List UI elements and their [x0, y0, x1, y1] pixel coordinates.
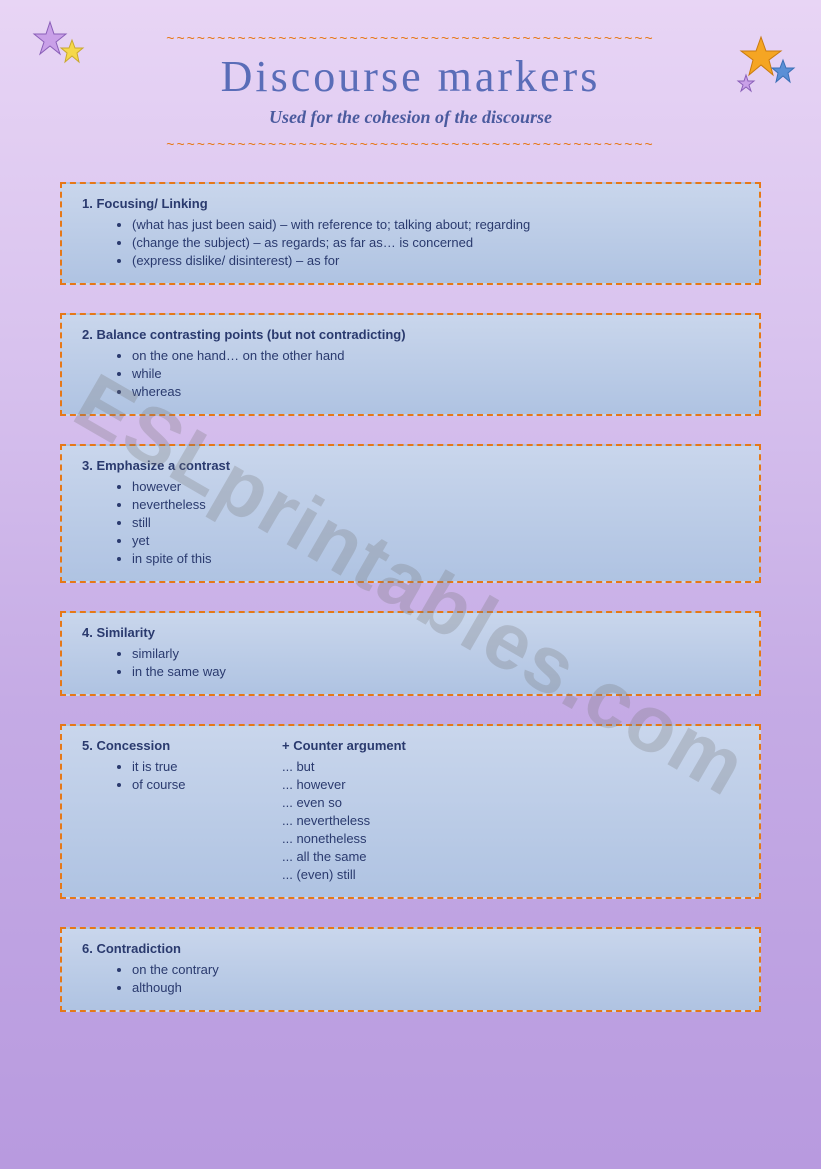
list-item: still: [132, 515, 739, 530]
list-item: (change the subject) – as regards; as fa…: [132, 235, 739, 250]
box-title: 4. Similarity: [82, 625, 739, 640]
content-box: 4. Similarity similarly in the same way: [60, 611, 761, 696]
content-box: 5. Concession it is true of course + Counte…: [60, 724, 761, 899]
list-item: (express dislike/ disinterest) – as for: [132, 253, 739, 268]
list-item: on the one hand… on the other hand: [132, 348, 739, 363]
item-list: similarly in the same way: [82, 646, 739, 679]
box-title: 5. Concession: [82, 738, 282, 753]
list-item: similarly: [132, 646, 739, 661]
item-list: however nevertheless still yet in spite of t…: [82, 479, 739, 566]
two-col-wrap: 5. Concession it is true of course + Counte…: [82, 738, 739, 885]
col-left: 5. Concession it is true of course: [82, 738, 282, 885]
list-item: ... nevertheless: [282, 813, 739, 828]
list-item: of course: [132, 777, 282, 792]
list-item: yet: [132, 533, 739, 548]
list-item: in the same way: [132, 664, 739, 679]
list-item: ... even so: [282, 795, 739, 810]
item-list: on the one hand… on the other hand while w…: [82, 348, 739, 399]
header: ~~~~~~~~~~~~~~~~~~~~~~~~~~~~~~~~~~~~~~~~…: [60, 30, 761, 152]
list-item: nevertheless: [132, 497, 739, 512]
box-title: 2. Balance contrasting points (but not c…: [82, 327, 739, 342]
list-item: ... all the same: [282, 849, 739, 864]
list-item: in spite of this: [132, 551, 739, 566]
list-item: ... (even) still: [282, 867, 739, 882]
list-item: (what has just been said) – with referen…: [132, 217, 739, 232]
col-right: + Counter argument... but... however... …: [282, 738, 739, 885]
content-box: 1. Focusing/ Linking (what has just been …: [60, 182, 761, 285]
content-box: 3. Emphasize a contrast however neverthele…: [60, 444, 761, 583]
list-item: whereas: [132, 384, 739, 399]
boxes-container: 1. Focusing/ Linking (what has just been …: [60, 182, 761, 1012]
list-item: on the contrary: [132, 962, 739, 977]
page-title: Discourse markers: [60, 51, 761, 102]
list-item: however: [132, 479, 739, 494]
box-title: 6. Contradiction: [82, 941, 739, 956]
list-item: although: [132, 980, 739, 995]
stars-right-icon: [731, 35, 801, 110]
list-item: ... nonetheless: [282, 831, 739, 846]
box-title: 3. Emphasize a contrast: [82, 458, 739, 473]
box-title: 1. Focusing/ Linking: [82, 196, 739, 211]
list-item: ... but: [282, 759, 739, 774]
content-box: 2. Balance contrasting points (but not c…: [60, 313, 761, 416]
content-box: 6. Contradiction on the contrary although: [60, 927, 761, 1012]
list-item: ... however: [282, 777, 739, 792]
wave-top: ~~~~~~~~~~~~~~~~~~~~~~~~~~~~~~~~~~~~~~~~…: [60, 30, 761, 46]
wave-bottom: ~~~~~~~~~~~~~~~~~~~~~~~~~~~~~~~~~~~~~~~~…: [60, 136, 761, 152]
stars-left-icon: [30, 20, 90, 85]
worksheet-page: ~~~~~~~~~~~~~~~~~~~~~~~~~~~~~~~~~~~~~~~~…: [0, 0, 821, 1070]
list-item: it is true: [132, 759, 282, 774]
item-list: on the contrary although: [82, 962, 739, 995]
col-title: + Counter argument: [282, 738, 739, 753]
item-list: (what has just been said) – with referen…: [82, 217, 739, 268]
page-subtitle: Used for the cohesion of the discourse: [60, 107, 761, 128]
list-item: while: [132, 366, 739, 381]
item-list: it is true of course: [82, 759, 282, 792]
item-list: ... but ... however ... even so ... neverth…: [282, 759, 739, 882]
